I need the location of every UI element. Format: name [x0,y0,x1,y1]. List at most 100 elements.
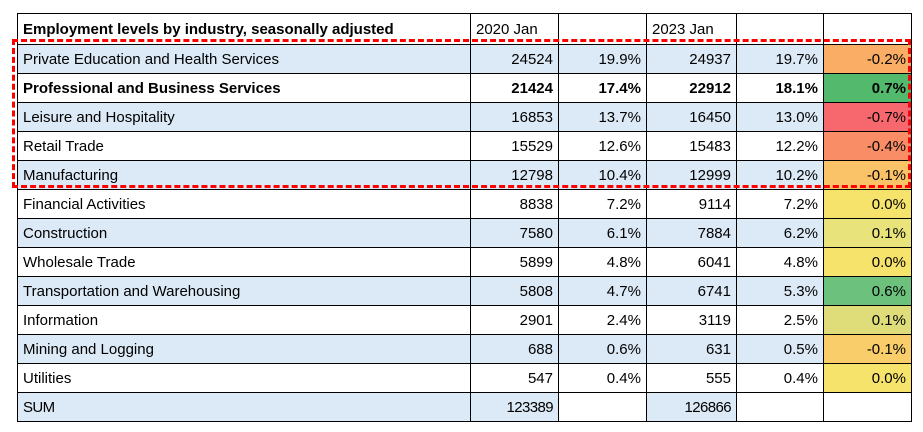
diff-cell: 0.6% [823,276,912,306]
value-2020-cell: 2901 [470,305,559,335]
pct-2020-cell: 0.4% [558,363,647,393]
value-2023-cell: 6041 [646,247,737,277]
value-2023-cell: 24937 [646,44,737,74]
table-row-mining-logging: Mining and Logging 688 0.6% 631 0.5% -0.… [17,334,912,364]
industry-label-cell: Construction [17,218,471,248]
pct-2023-cell: 4.8% [736,247,824,277]
pct-2023-cell: 5.3% [736,276,824,306]
table-row-construction: Construction 7580 6.1% 7884 6.2% 0.1% [17,218,912,248]
pct-2020-cell: 13.7% [558,102,647,132]
diff-cell: -0.7% [823,102,912,132]
header-spacer [736,13,824,45]
value-2023-cell: 631 [646,334,737,364]
industry-label-cell: Private Education and Health Services [17,44,471,74]
industry-label-cell: Mining and Logging [17,334,471,364]
table-row-leisure-hospitality: Leisure and Hospitality 16853 13.7% 1645… [17,102,912,132]
pct-2020-cell: 10.4% [558,160,647,190]
industry-label-cell: Information [17,305,471,335]
pct-2020-cell: 17.4% [558,73,647,103]
industry-label-cell: Leisure and Hospitality [17,102,471,132]
table-row-wholesale-trade: Wholesale Trade 5899 4.8% 6041 4.8% 0.0% [17,247,912,277]
pct-2023-cell: 10.2% [736,160,824,190]
diff-cell: -0.1% [823,160,912,190]
table-row-financial-activities: Financial Activities 8838 7.2% 9114 7.2%… [17,189,912,219]
table-row-retail-trade: Retail Trade 15529 12.6% 15483 12.2% -0.… [17,131,912,161]
pct-2023-cell: 12.2% [736,131,824,161]
diff-cell: -0.1% [823,334,912,364]
employment-table: Employment levels by industry, seasonall… [17,13,912,422]
table-row-information: Information 2901 2.4% 3119 2.5% 0.1% [17,305,912,335]
table-row-sum: SUM 123389 126866 [17,392,912,422]
value-2020-cell: 24524 [470,44,559,74]
table-row-utilities: Utilities 547 0.4% 555 0.4% 0.0% [17,363,912,393]
industry-label-cell: Financial Activities [17,189,471,219]
diff-cell: -0.4% [823,131,912,161]
value-2023-cell: 6741 [646,276,737,306]
table-row-manufacturing: Manufacturing 12798 10.4% 12999 10.2% -0… [17,160,912,190]
industry-label-cell: Utilities [17,363,471,393]
value-2020-cell: 16853 [470,102,559,132]
diff-cell: 0.1% [823,218,912,248]
pct-2020-cell: 4.8% [558,247,647,277]
header-spacer [558,13,647,45]
diff-cell: 0.7% [823,73,912,103]
table-row-private-education: Private Education and Health Services 24… [17,44,912,74]
industry-label-cell: Professional and Business Services [17,73,471,103]
value-2020-cell: 21424 [470,73,559,103]
sum-label-cell: SUM [17,392,471,422]
pct-2023-cell: 2.5% [736,305,824,335]
industry-label-cell: Manufacturing [17,160,471,190]
pct-2020-cell: 0.6% [558,334,647,364]
pct-2020-cell: 19.9% [558,44,647,74]
diff-cell: 0.1% [823,305,912,335]
table-row-transportation-warehousing: Transportation and Warehousing 5808 4.7%… [17,276,912,306]
value-2023-cell: 15483 [646,131,737,161]
pct-2023-cell: 7.2% [736,189,824,219]
pct-2023-cell: 0.4% [736,363,824,393]
sum-2023-cell: 126866 [646,392,737,422]
value-2020-cell: 12798 [470,160,559,190]
value-2023-cell: 3119 [646,305,737,335]
value-2023-cell: 9114 [646,189,737,219]
pct-2020-cell: 6.1% [558,218,647,248]
pct-2023-cell: 19.7% [736,44,824,74]
sum-spacer [736,392,824,422]
pct-2020-cell: 7.2% [558,189,647,219]
value-2020-cell: 547 [470,363,559,393]
value-2023-cell: 555 [646,363,737,393]
pct-2023-cell: 18.1% [736,73,824,103]
col-header-2023-jan: 2023 Jan [646,13,737,45]
industry-label-cell: Wholesale Trade [17,247,471,277]
pct-2023-cell: 0.5% [736,334,824,364]
diff-cell: 0.0% [823,247,912,277]
pct-2023-cell: 6.2% [736,218,824,248]
header-row: Employment levels by industry, seasonall… [17,13,912,45]
col-header-2020-jan: 2020 Jan [470,13,559,45]
pct-2020-cell: 12.6% [558,131,647,161]
value-2023-cell: 7884 [646,218,737,248]
value-2023-cell: 16450 [646,102,737,132]
value-2020-cell: 15529 [470,131,559,161]
value-2020-cell: 688 [470,334,559,364]
table-title: Employment levels by industry, seasonall… [17,13,471,45]
pct-2023-cell: 13.0% [736,102,824,132]
header-spacer [823,13,912,45]
value-2020-cell: 7580 [470,218,559,248]
value-2020-cell: 5899 [470,247,559,277]
industry-label-cell: Retail Trade [17,131,471,161]
sum-2020-cell: 123389 [470,392,559,422]
sum-spacer [823,392,912,422]
diff-cell: 0.0% [823,189,912,219]
pct-2020-cell: 2.4% [558,305,647,335]
value-2023-cell: 12999 [646,160,737,190]
diff-cell: 0.0% [823,363,912,393]
table-row-professional-business: Professional and Business Services 21424… [17,73,912,103]
value-2020-cell: 8838 [470,189,559,219]
diff-cell: -0.2% [823,44,912,74]
value-2020-cell: 5808 [470,276,559,306]
pct-2020-cell: 4.7% [558,276,647,306]
value-2023-cell: 22912 [646,73,737,103]
sum-spacer [558,392,647,422]
industry-label-cell: Transportation and Warehousing [17,276,471,306]
